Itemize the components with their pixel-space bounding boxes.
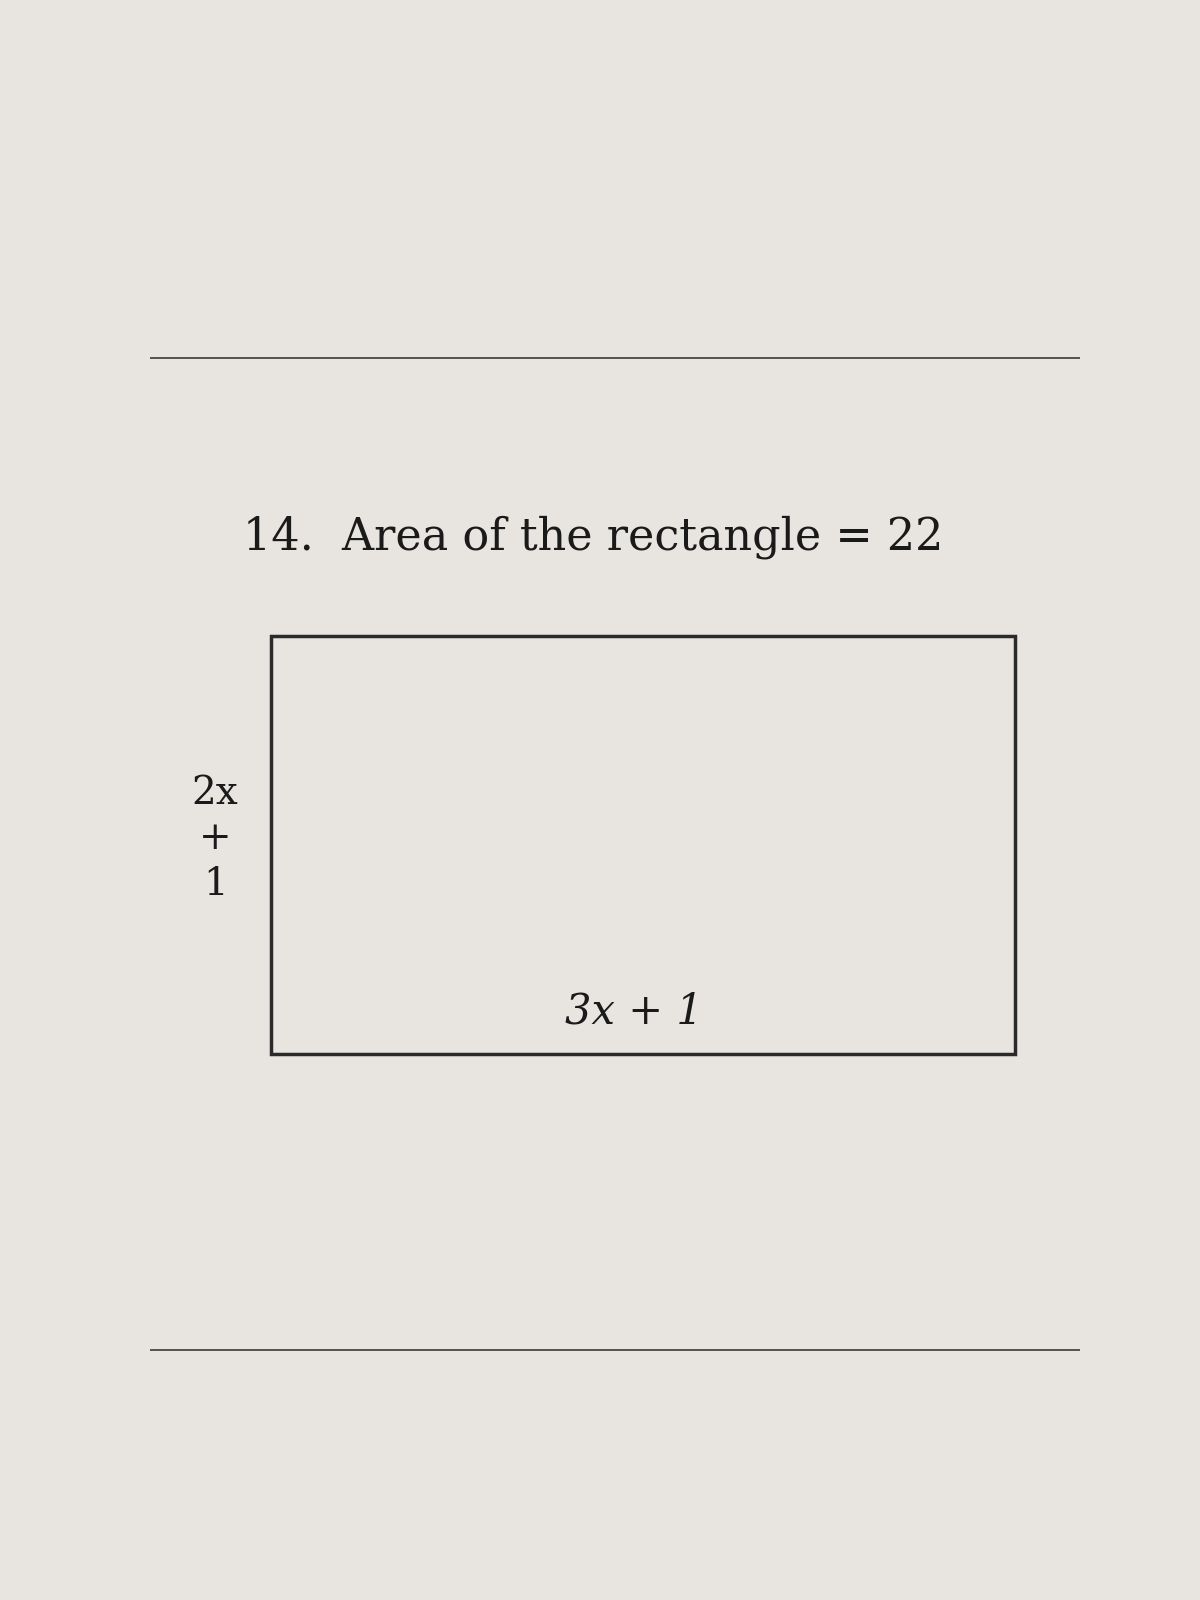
Text: 3x + 1: 3x + 1 [565,990,702,1032]
Bar [271,635,1015,1054]
Text: 14.  Area of the rectangle = 22: 14. Area of the rectangle = 22 [242,515,943,558]
Text: 2x
+
1: 2x + 1 [192,774,239,902]
